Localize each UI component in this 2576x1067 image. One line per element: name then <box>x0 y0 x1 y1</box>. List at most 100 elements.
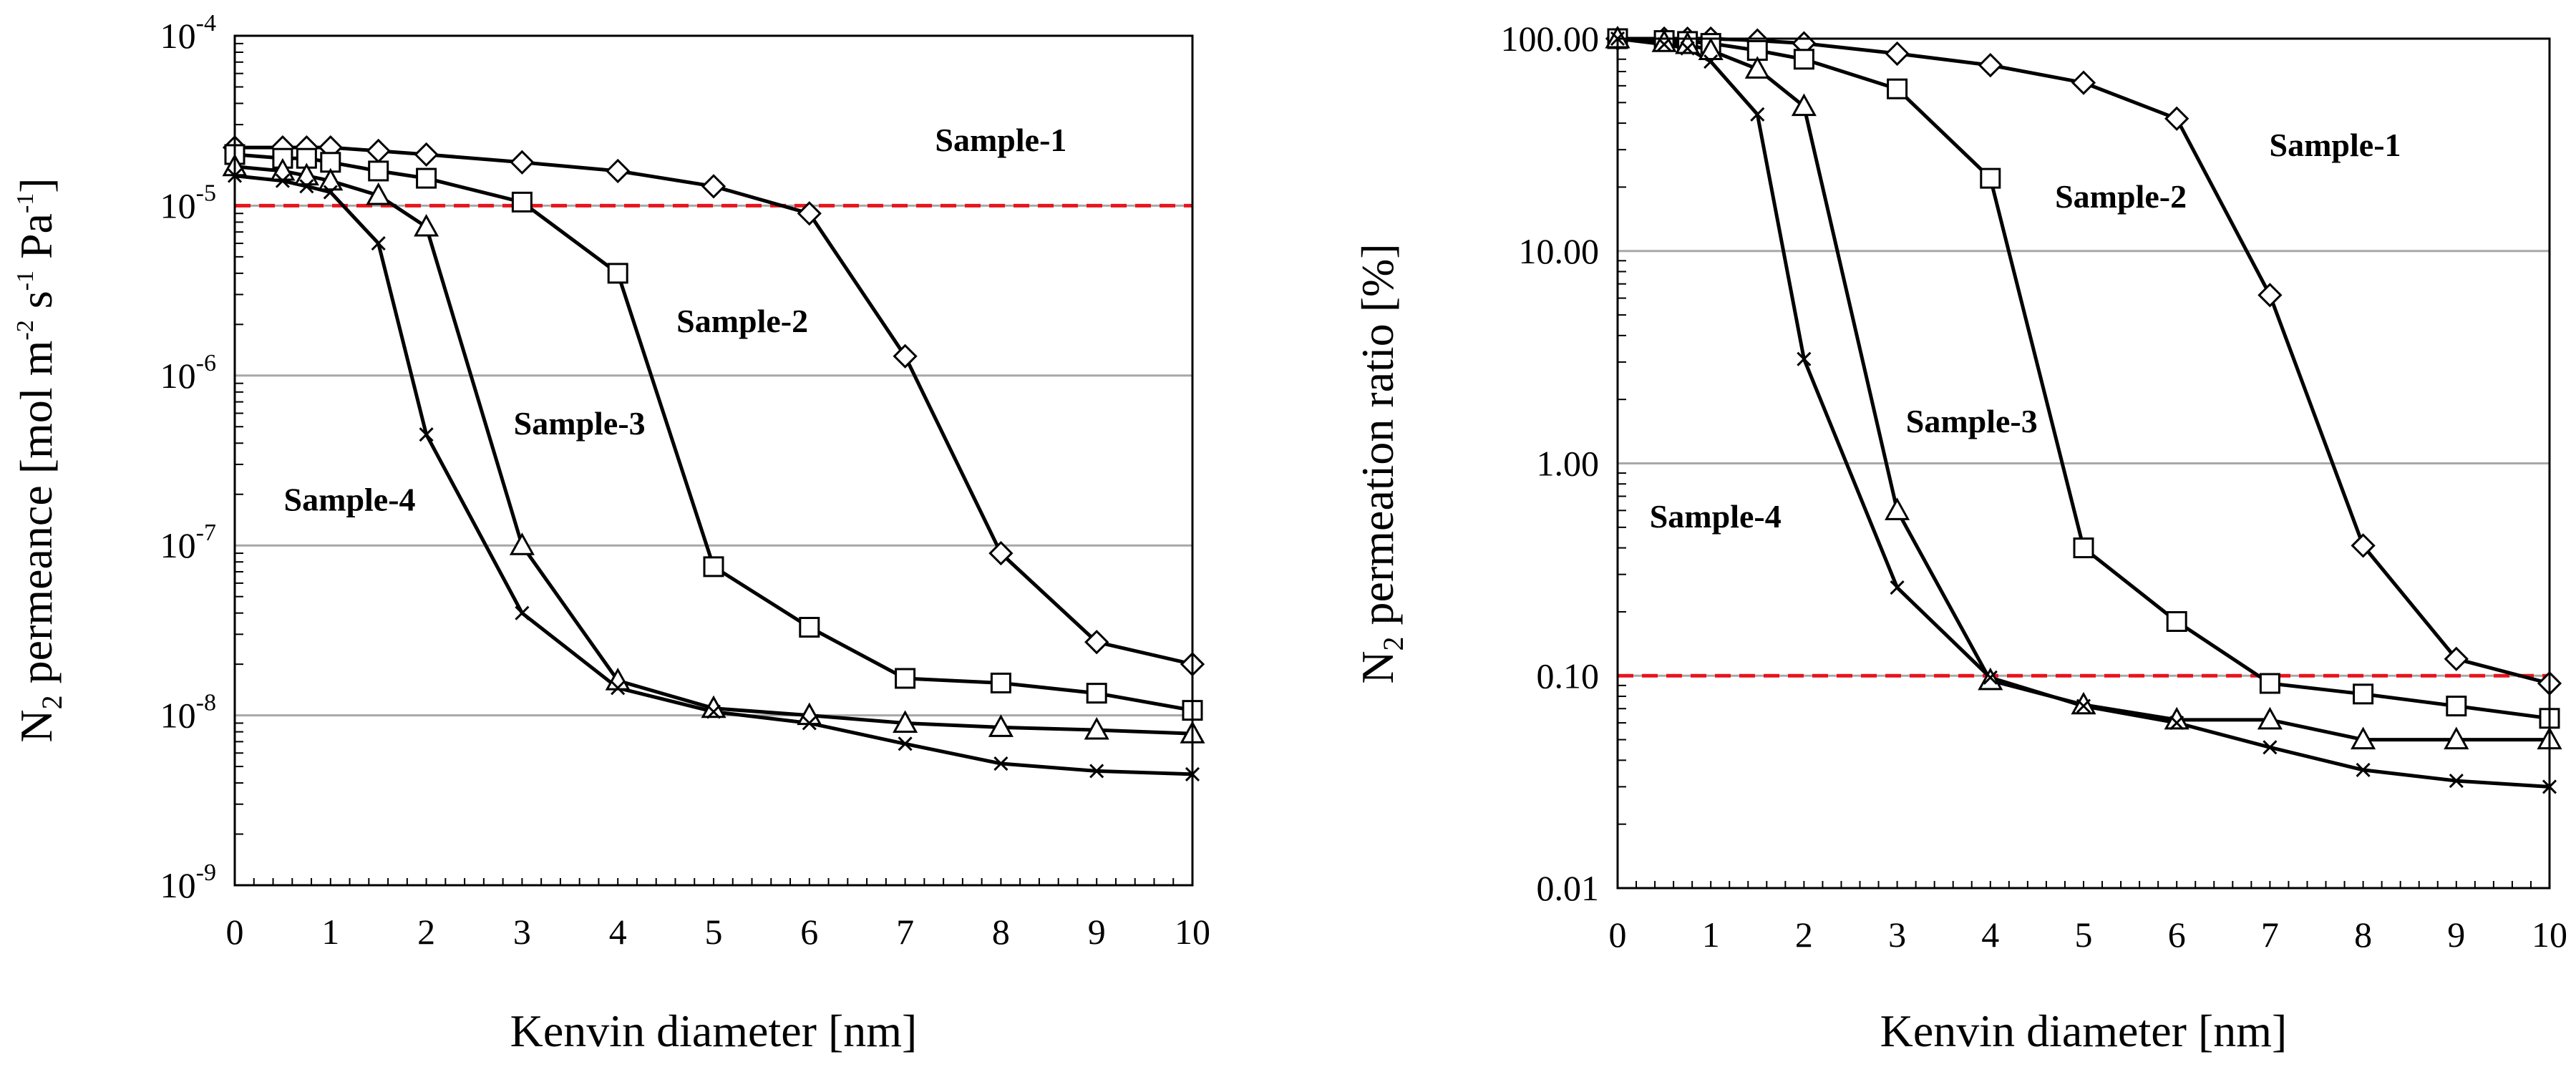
right-sample-1-label: Sample-1 <box>2270 127 2401 163</box>
left-sample-3-point <box>414 213 439 237</box>
left-chart: 10-9 10-8 10-7 10-6 10-5 10-4 0 1 2 3 4 5 6 7 8 9 10 Sa… <box>11 10 1210 1056</box>
right-sample-3-point <box>2257 706 2283 730</box>
left-sample-4-point <box>299 179 314 194</box>
right-sample-2-point <box>1887 78 1908 99</box>
left-sample-2-point <box>607 263 628 284</box>
right-sample-4-point <box>1657 36 1672 52</box>
left-sample-3-point <box>893 710 918 733</box>
left-sample-2-point <box>416 167 437 189</box>
right-sample-2-point <box>2446 696 2467 717</box>
right-sample-2-point <box>2166 610 2187 632</box>
right-sample-3-label: Sample-3 <box>1906 403 2038 439</box>
right-y-tick-label: 0.10 <box>1537 656 1600 696</box>
right-sample-3-point <box>1885 497 1910 520</box>
right-sample-3-point <box>1651 29 1677 52</box>
right-sample-1-point <box>1978 52 2003 78</box>
left-x-tick-label: 7 <box>896 912 914 952</box>
right-y-tick-label: 10.00 <box>1519 231 1600 271</box>
left-sample-1-point <box>510 150 535 175</box>
right-sample-3-point <box>1698 37 1724 60</box>
right-sample-4-point <box>2356 762 2371 777</box>
right-x-tick-label: 4 <box>1981 915 1999 955</box>
right-x-tick-label: 5 <box>2075 915 2093 955</box>
left-plot-frame <box>233 34 1194 887</box>
right-y-tick-label: 0.01 <box>1537 868 1600 908</box>
left-sample-2-point <box>1086 683 1107 704</box>
right-chart: 0.01 0.10 1.00 10.00 100.00 0 1 2 3 4 5 6 7 8 9 10 Sam… <box>1352 19 2567 1056</box>
right-sample-1-point <box>2257 283 2283 308</box>
right-sample-4-point <box>2449 774 2464 789</box>
right-sample-1-point <box>2444 646 2469 671</box>
right-sample-4-point <box>1680 41 1695 56</box>
right-x-axis-title: Kenvin diameter [nm] <box>1880 1005 2288 1056</box>
right-x-tick-label: 7 <box>2261 915 2279 955</box>
left-sample-2-point <box>895 668 916 689</box>
left-sample-4-point <box>419 427 434 442</box>
left-y-axis-title: N2 permeance [mol m-2 s-1 Pa-1] <box>11 177 68 742</box>
left-sample-1-line <box>235 145 1193 666</box>
left-sample-1-point <box>606 158 631 184</box>
right-sample-1-point <box>2351 533 2376 558</box>
right-sample-3-point <box>2351 726 2376 750</box>
left-sample-2-label: Sample-2 <box>676 303 808 339</box>
left-sample-2-line <box>234 152 1193 713</box>
right-sample-1-point <box>2071 70 2096 95</box>
left-y-tick-label: 10-7 <box>160 520 216 565</box>
left-sample-4-point <box>1089 764 1104 779</box>
left-sample-4-label: Sample-4 <box>284 482 416 518</box>
right-sample-4-point <box>1750 107 1765 122</box>
left-x-tick-label: 10 <box>1175 912 1210 952</box>
right-y-axis-title: N2 permeation ratio [%] <box>1352 243 1409 683</box>
right-x-tick-label: 1 <box>1702 915 1720 955</box>
left-sample-1-point <box>797 201 822 226</box>
left-sample-1-point <box>988 540 1014 566</box>
right-sample-3-point <box>2444 726 2469 750</box>
right-y-tick-label: 1.00 <box>1537 444 1600 484</box>
left-sample-1-point <box>1084 630 1109 655</box>
right-sample-2-point <box>1980 167 2001 189</box>
left-y-tick-label: 10-5 <box>160 180 216 225</box>
left-sample-4-point <box>706 704 721 719</box>
left-x-tick-label: 0 <box>226 912 244 952</box>
left-x-tick-label: 9 <box>1088 912 1106 952</box>
right-sample-4-point <box>1703 54 1719 69</box>
right-sample-4-point <box>2169 716 2184 731</box>
left-sample-2-point <box>511 191 533 213</box>
left-sample-1-point <box>414 142 439 167</box>
right-sample-1-line <box>1618 36 2550 686</box>
left-x-tick-label: 2 <box>417 912 435 952</box>
right-sample-4-label: Sample-4 <box>1650 498 1782 535</box>
left-sample-2-point <box>990 672 1011 693</box>
left-sample-4-point <box>898 736 913 751</box>
left-sample-3-label: Sample-3 <box>514 405 646 442</box>
left-sample-3-point <box>366 182 392 205</box>
left-x-tick-label: 6 <box>800 912 818 952</box>
right-sample-3-point <box>1791 93 1817 117</box>
right-sample-3-point <box>2071 691 2096 715</box>
right-y-tick-label: 100.00 <box>1501 19 1600 59</box>
left-sample-2-point <box>799 617 820 638</box>
right-sample-2-point <box>1793 49 1814 70</box>
right-sample-2-point <box>2073 537 2094 559</box>
right-sample-1-point <box>1885 41 1910 67</box>
right-sample-1-point <box>2164 106 2189 131</box>
left-y-tick-label: 10-6 <box>160 350 216 396</box>
left-y-tick-label: 10-9 <box>160 859 216 905</box>
left-sample-3-point <box>988 714 1014 737</box>
right-sample-4-point <box>1983 670 1998 685</box>
right-x-tick-label: 2 <box>1795 915 1813 955</box>
left-x-tick-label: 5 <box>705 912 723 952</box>
left-sample-4-point <box>993 756 1008 771</box>
left-sample-4-line <box>234 174 1193 776</box>
left-sample-1-point <box>366 138 391 164</box>
right-sample-3-point <box>1744 56 1770 79</box>
left-sample-3-point <box>1084 716 1109 740</box>
right-sample-4-point <box>2262 740 2278 755</box>
left-sample-3-point <box>509 532 535 555</box>
left-sample-1-point <box>893 344 918 369</box>
left-sample-4-point <box>802 716 817 731</box>
left-sample-2-point <box>368 160 389 182</box>
left-sample-3-line <box>234 165 1193 736</box>
left-x-axis-title: Kenvin diameter [nm] <box>510 1005 918 1056</box>
